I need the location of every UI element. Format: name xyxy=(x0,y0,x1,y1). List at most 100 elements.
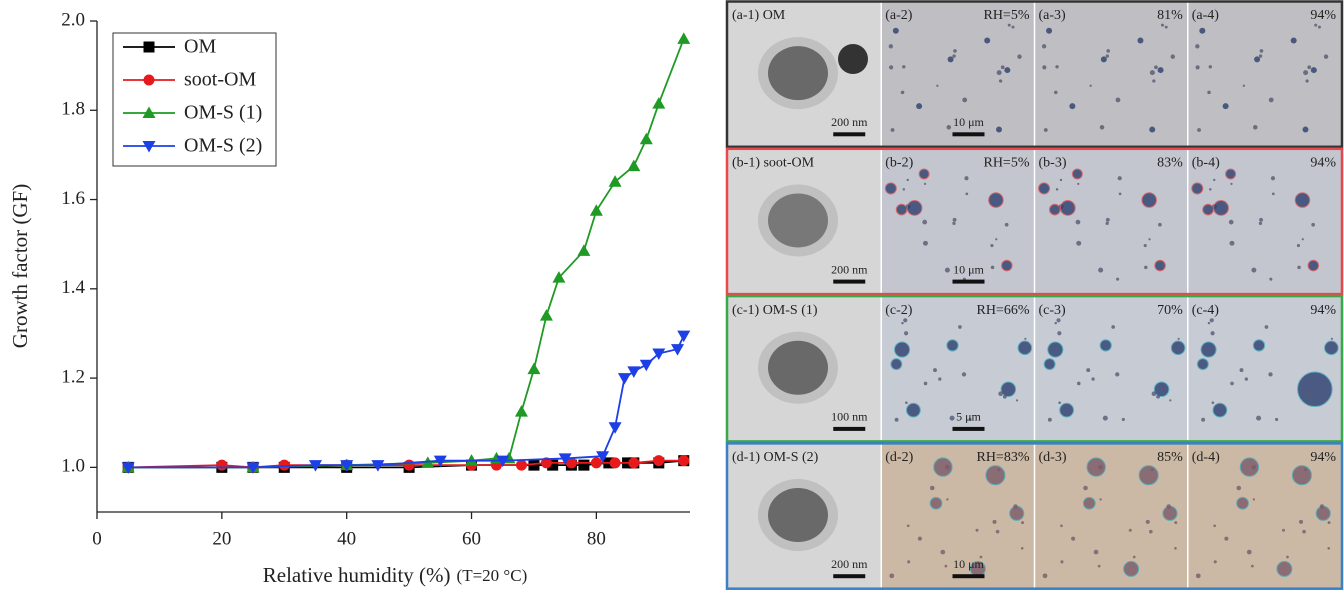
micro-image xyxy=(1187,296,1341,441)
panel-row: (d-1) OM-S (2) 200 nm (d-2) RH=83% 10 μm (d-3… xyxy=(725,442,1344,590)
droplet xyxy=(1093,549,1099,555)
droplet xyxy=(1058,401,1061,404)
droplet xyxy=(1046,27,1053,34)
droplet xyxy=(923,182,927,185)
scale-label: 200 nm xyxy=(831,115,868,129)
droplet xyxy=(1301,238,1304,241)
droplet xyxy=(1222,103,1229,110)
rh-label: 70% xyxy=(1157,303,1183,318)
droplet xyxy=(1020,546,1024,550)
data-point xyxy=(577,244,591,256)
particle xyxy=(768,340,828,395)
droplet xyxy=(1319,504,1325,509)
droplet xyxy=(1250,564,1254,568)
droplet xyxy=(1270,176,1276,181)
droplet xyxy=(933,457,953,477)
droplet xyxy=(894,341,911,358)
droplet xyxy=(1275,417,1279,422)
data-point xyxy=(608,175,622,187)
rh-label: RH=5% xyxy=(983,8,1029,23)
micro-image xyxy=(1034,149,1188,294)
droplet xyxy=(1143,243,1147,248)
panel-border xyxy=(725,294,1344,443)
panel-label: (c-2) xyxy=(885,303,913,318)
droplet xyxy=(889,65,894,70)
data-point xyxy=(433,455,447,468)
droplet xyxy=(1303,70,1309,76)
droplet xyxy=(1004,222,1009,227)
droplet xyxy=(1195,44,1200,49)
droplet xyxy=(1042,573,1048,579)
data-point xyxy=(539,309,553,321)
droplet xyxy=(1311,222,1315,227)
droplet xyxy=(990,243,994,248)
droplet xyxy=(1098,267,1104,273)
droplet xyxy=(1195,573,1201,579)
data-point xyxy=(308,460,322,472)
droplet xyxy=(1302,529,1306,534)
droplet xyxy=(1305,79,1309,83)
droplet xyxy=(1200,341,1217,358)
micro-image xyxy=(1187,149,1341,294)
data-point xyxy=(590,457,602,469)
y-tick-label: 1.6 xyxy=(61,188,85,209)
droplet xyxy=(946,498,949,501)
data-point xyxy=(589,204,603,216)
droplet xyxy=(1144,265,1148,270)
droplet xyxy=(1304,468,1307,472)
legend-marker xyxy=(143,41,155,53)
droplet xyxy=(1121,417,1125,422)
data-point xyxy=(627,366,641,378)
panel-label: (b-3) xyxy=(1039,156,1067,171)
droplet xyxy=(1209,188,1212,191)
droplet xyxy=(1057,331,1062,336)
rh-label: 85% xyxy=(1157,450,1183,465)
droplet xyxy=(1169,399,1172,402)
droplet xyxy=(949,415,955,421)
particle xyxy=(768,193,828,248)
droplet xyxy=(1054,321,1057,325)
data-point xyxy=(340,460,354,472)
droplet xyxy=(884,182,897,195)
droplet xyxy=(923,381,928,386)
x-tick-label: 60 xyxy=(462,528,481,549)
droplet xyxy=(1141,192,1157,208)
droplet xyxy=(988,192,1004,208)
droplet xyxy=(917,536,922,541)
droplet xyxy=(1091,377,1095,381)
droplet xyxy=(1174,546,1177,550)
panel-label: (b-4) xyxy=(1192,156,1220,171)
scale-bar xyxy=(833,132,866,137)
droplet xyxy=(933,368,937,373)
droplet xyxy=(1071,536,1076,541)
droplet xyxy=(1043,358,1056,371)
droplet xyxy=(1105,221,1109,225)
droplet xyxy=(1244,377,1248,381)
droplet xyxy=(1083,485,1088,491)
droplet xyxy=(1002,394,1007,399)
scale-bar xyxy=(952,426,985,431)
droplet xyxy=(1000,381,1017,398)
droplet xyxy=(1059,178,1063,182)
data-point xyxy=(671,344,685,356)
data-point xyxy=(608,422,622,434)
droplet xyxy=(1149,126,1156,133)
droplet xyxy=(1317,25,1321,29)
data-point xyxy=(528,459,540,471)
droplet xyxy=(1021,521,1024,525)
droplet xyxy=(1152,79,1156,83)
data-point xyxy=(578,459,590,471)
particle xyxy=(768,488,828,543)
data-point xyxy=(677,32,691,44)
droplet xyxy=(1294,192,1311,208)
droplet xyxy=(1323,54,1329,59)
data-point xyxy=(403,459,415,471)
droplet xyxy=(995,238,998,241)
droplet xyxy=(1086,368,1091,373)
droplet xyxy=(922,219,928,225)
droplet xyxy=(1225,168,1237,180)
droplet xyxy=(922,240,928,246)
droplet xyxy=(1157,67,1164,74)
droplet xyxy=(1116,277,1120,281)
droplet xyxy=(1102,415,1108,421)
